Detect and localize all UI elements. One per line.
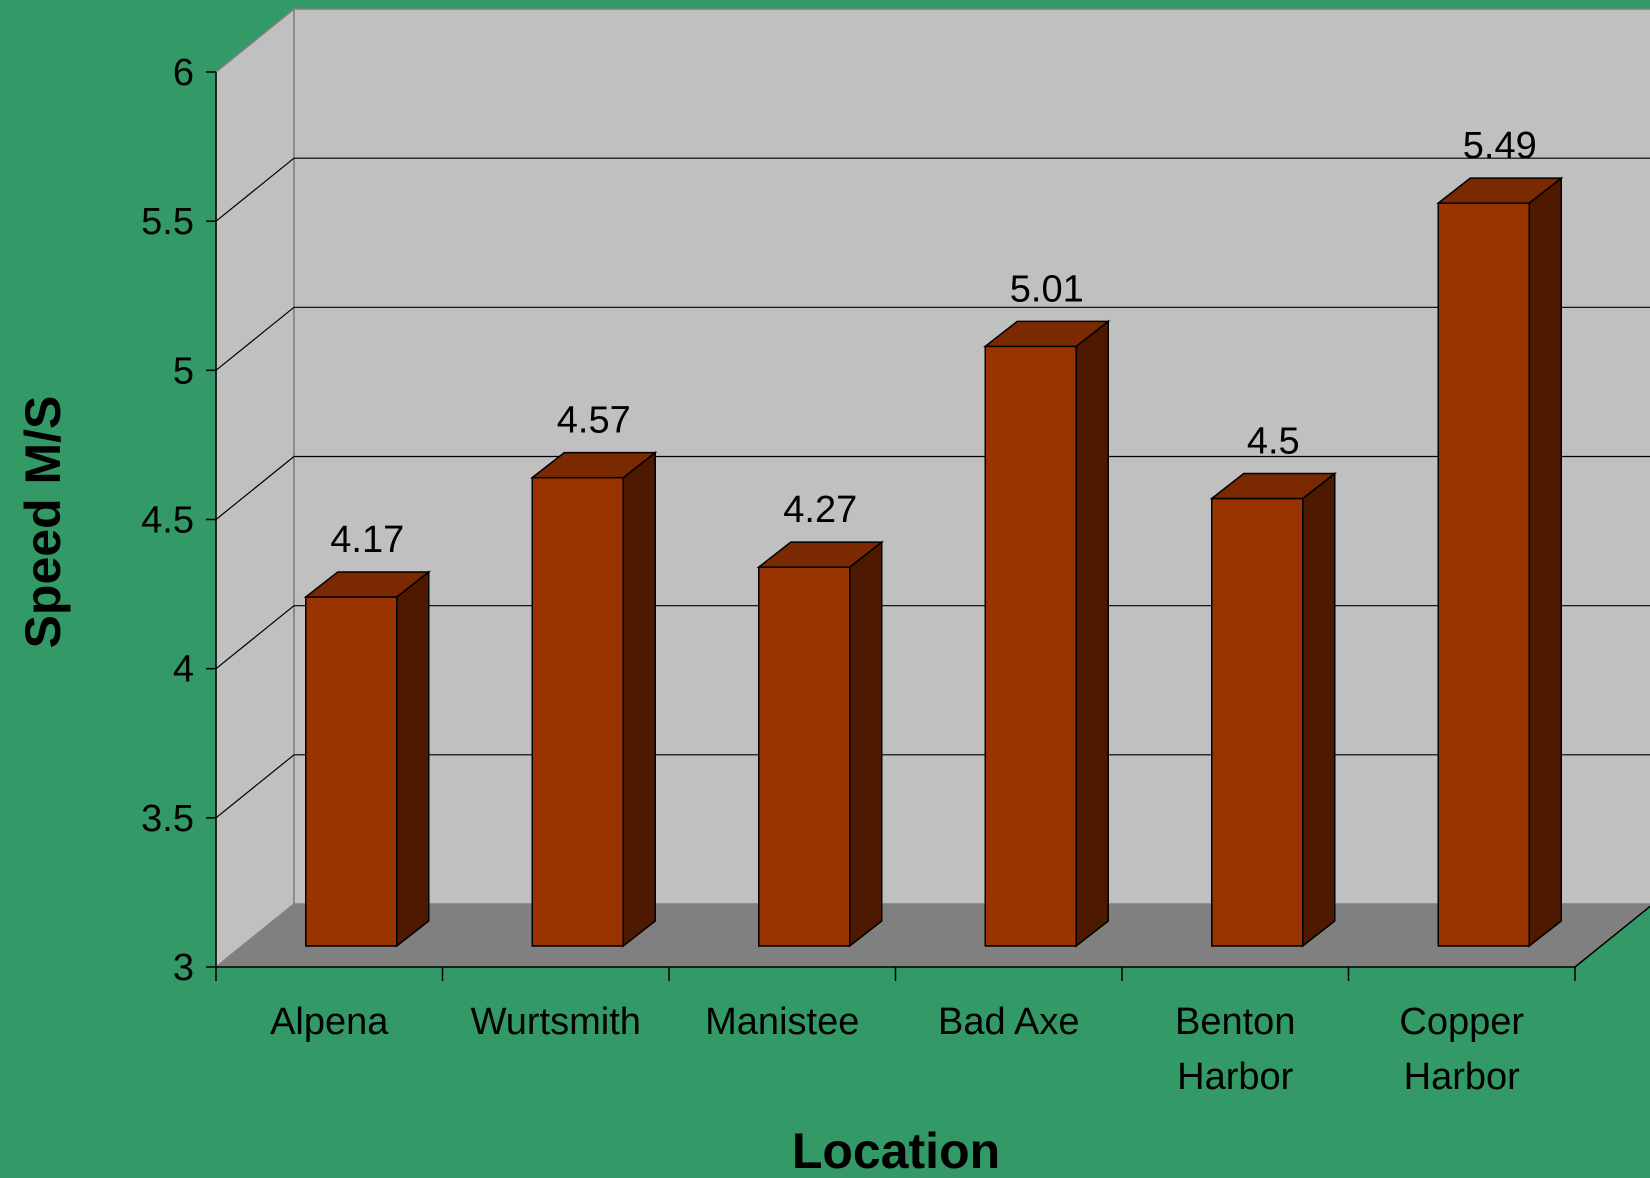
y-axis-title: Speed M/S xyxy=(15,396,71,649)
y-tick-label: 3 xyxy=(173,947,194,989)
bars xyxy=(303,176,1564,948)
bar-side xyxy=(1528,176,1562,948)
bar-side xyxy=(396,570,430,948)
y-tick-label: 3.5 xyxy=(141,798,194,840)
bar-front xyxy=(305,596,398,947)
gridline-5.5 xyxy=(215,157,1650,222)
data-label: 4.5 xyxy=(1247,421,1300,463)
bar-top xyxy=(756,541,884,568)
gridline-3.5 xyxy=(215,754,1650,819)
bar-front xyxy=(758,566,851,947)
bar-side xyxy=(1302,471,1336,948)
bar-5 xyxy=(1436,176,1564,948)
x-category-label-line: Wurtsmith xyxy=(471,1001,641,1043)
bar-4 xyxy=(1209,471,1337,948)
bar-front xyxy=(1211,497,1304,947)
y-tick-label: 4.5 xyxy=(141,500,194,542)
x-category-label-line: Alpena xyxy=(270,1001,389,1043)
chart-walls xyxy=(215,7,1650,969)
x-category-label: Manistee xyxy=(705,1001,859,1043)
x-category-label-line: Copper xyxy=(1399,1001,1524,1043)
bar-2 xyxy=(756,540,884,948)
x-axis-title: Location xyxy=(792,1123,1000,1178)
x-category-label: Copper Harbor xyxy=(1399,1001,1524,1098)
y-tick-label: 5 xyxy=(173,350,194,392)
x-category-label-line: Manistee xyxy=(705,1001,859,1043)
bar-side xyxy=(622,451,656,948)
gridlines xyxy=(215,157,1650,819)
axes xyxy=(206,71,1650,981)
gridline-4.5 xyxy=(215,455,1650,520)
x-category-label: Bad Axe xyxy=(938,1001,1080,1043)
floor-right-edge xyxy=(1574,905,1650,968)
bar-top xyxy=(1436,177,1564,204)
bar-0 xyxy=(303,570,431,948)
data-label: 4.17 xyxy=(330,519,404,561)
data-label: 4.27 xyxy=(783,489,857,531)
bar-3 xyxy=(983,319,1111,948)
y-tick-label: 5.5 xyxy=(141,201,194,243)
x-category-label-line: Benton xyxy=(1175,1001,1295,1043)
bar-front xyxy=(531,476,624,947)
data-label: 4.57 xyxy=(557,400,631,442)
x-category-label: Wurtsmith xyxy=(471,1001,641,1043)
x-category-label-line: Harbor xyxy=(1404,1056,1520,1098)
gridline-4 xyxy=(215,605,1650,670)
y-tick-labels: 3 3.5 4 4.5 5 5.5 6 xyxy=(141,52,194,989)
x-category-label-line: Harbor xyxy=(1177,1056,1293,1098)
x-category-labels: Alpena Wurtsmith Manistee Bad Axe Benton Harb… xyxy=(270,1001,1524,1098)
bar-front xyxy=(1437,202,1530,947)
bar-1 xyxy=(530,451,658,948)
bar-top xyxy=(1209,472,1337,500)
x-category-label: Alpena xyxy=(270,1001,389,1043)
bar-front xyxy=(984,345,1077,947)
bar-side xyxy=(1075,319,1109,948)
gridline-5 xyxy=(215,306,1650,371)
floor xyxy=(216,904,1650,967)
x-category-label: Benton Harbor xyxy=(1175,1001,1295,1098)
bar-side xyxy=(849,540,883,948)
data-label: 5.49 xyxy=(1463,125,1537,167)
y-tick-label: 4 xyxy=(173,649,194,691)
y-tick-label: 6 xyxy=(173,52,194,94)
data-label: 5.01 xyxy=(1010,268,1084,310)
x-category-label-line: Bad Axe xyxy=(938,1001,1080,1043)
bar-top xyxy=(303,571,431,598)
data-labels: 4.17 4.57 4.27 5.01 4.5 5.49 xyxy=(330,125,1536,561)
bar-top xyxy=(983,320,1111,348)
bar-top xyxy=(530,451,658,479)
